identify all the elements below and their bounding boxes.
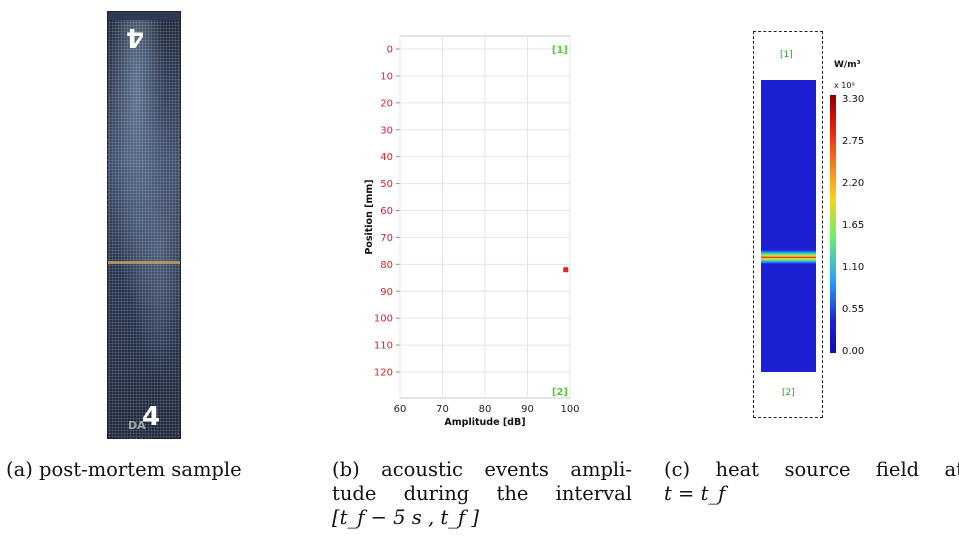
y-tick-label: 40 (380, 152, 393, 163)
y-tick-label: 80 (380, 260, 393, 271)
sample-texture (108, 12, 180, 438)
heat-source-field (761, 80, 816, 372)
y-tick-label: 60 (380, 206, 393, 217)
colorbar-tick-label: 1.65 (842, 220, 865, 231)
colorbar-tick-label: 0.00 (842, 346, 865, 357)
y-tick-label: 110 (374, 341, 393, 352)
x-tick-label: 70 (436, 404, 449, 415)
y-tick-label: 100 (374, 314, 393, 325)
colorbar-tick-label: 2.75 (842, 136, 865, 147)
sample-mark-top: 4 (126, 22, 145, 52)
caption-c-line-2: t = t_f (664, 482, 726, 505)
y-tick-label: 10 (380, 71, 393, 82)
sample-top-band (108, 12, 180, 20)
heat-field-frame (753, 31, 823, 418)
y-tick-label: 120 (374, 368, 393, 379)
heat-hotspot-band (761, 250, 816, 264)
colorbar-tick-label: 3.30 (842, 94, 865, 105)
y-tick-label: 70 (380, 233, 393, 244)
colorbar-unit: W/m³ (834, 60, 861, 70)
x-tick-label: 100 (560, 404, 579, 415)
y-tick-label: 30 (380, 125, 393, 136)
y-tick-label: 20 (380, 98, 393, 109)
acoustic-events-chart: 0 10 20 30 40 50 60 70 80 90 100 110 120 60 70 80 90 100 A… (358, 30, 583, 439)
colorbar-tick-label: 1.10 (842, 262, 865, 273)
colorbar-tick-label: 2.20 (842, 178, 865, 189)
caption-c-line-1: (c) heat source field at (664, 458, 959, 481)
sample-mark-small: DA (128, 419, 146, 432)
y-tick-label: 0 (387, 45, 393, 56)
x-tick-label: 80 (479, 404, 492, 415)
caption-b-line-2: tude during the interval (332, 482, 632, 505)
colorbar-scale: x 10⁹ (834, 81, 855, 90)
x-tick-label: 90 (521, 404, 534, 415)
caption-b: (b) acoustic events ampli- tude during t… (332, 458, 632, 530)
post-mortem-sample-photo: 4 DA 4 (107, 11, 181, 439)
caption-a: (a) post-mortem sample (6, 458, 306, 482)
caption-a-text: (a) post-mortem sample (6, 458, 242, 481)
x-tick-label: 60 (394, 404, 407, 415)
x-axis-label: Amplitude [dB] (444, 417, 525, 428)
chart-svg: 0 10 20 30 40 50 60 70 80 90 100 110 120 60 70 80 90 100 A… (364, 35, 580, 428)
caption-c: (c) heat source field at t = t_f (664, 458, 959, 506)
caption-b-line-1: (b) acoustic events ampli- (332, 458, 632, 481)
annotation-2: [2] (552, 387, 568, 398)
heat-label-top: [1] (780, 50, 793, 60)
colorbar-tick-label: 0.55 (842, 304, 865, 315)
caption-b-line-3: [t_f − 5 s , t_f ] (332, 506, 479, 529)
colorbar (830, 95, 836, 353)
annotation-1: [1] (552, 45, 568, 56)
heat-label-bottom: [2] (782, 388, 795, 398)
sample-crack (108, 261, 180, 264)
y-axis-label: Position [mm] (364, 179, 375, 254)
data-point (563, 267, 569, 273)
sample-mark-bottom: 4 (142, 402, 161, 432)
y-tick-label: 90 (380, 287, 393, 298)
y-tick-label: 50 (380, 179, 393, 190)
